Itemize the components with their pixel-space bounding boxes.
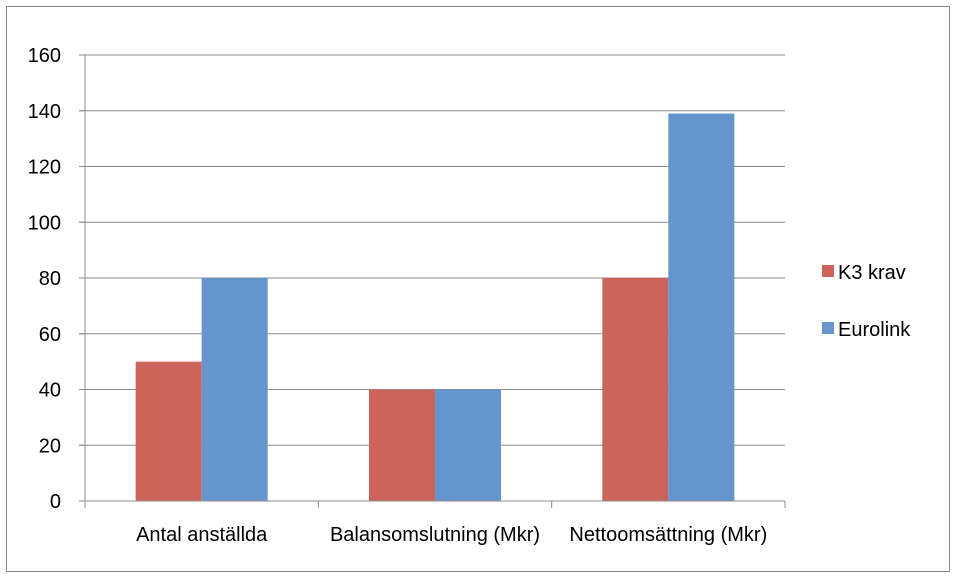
legend-swatch bbox=[822, 265, 834, 277]
bar-k3-krav bbox=[602, 278, 669, 501]
legend-swatch bbox=[822, 322, 834, 334]
category-label: Balansomslutning (Mkr) bbox=[330, 524, 540, 546]
y-tick-label: 20 bbox=[39, 435, 61, 457]
bar-eurolink bbox=[435, 389, 501, 501]
y-tick-label: 140 bbox=[28, 101, 61, 123]
bar-k3-krav bbox=[135, 361, 202, 501]
y-tick-label: 40 bbox=[39, 380, 61, 402]
legend-label: K3 krav bbox=[838, 262, 906, 284]
legend-label: Eurolink bbox=[838, 319, 911, 341]
y-tick-label: 120 bbox=[28, 157, 61, 179]
bars bbox=[135, 113, 735, 501]
legend: K3 krav Eurolink bbox=[822, 262, 911, 341]
y-tick-label: 160 bbox=[28, 45, 61, 67]
y-tick-label: 80 bbox=[39, 268, 61, 290]
axes bbox=[79, 54, 786, 508]
category-label: Nettoomsättning (Mkr) bbox=[569, 524, 767, 546]
category-labels: Antal anställda Balansomslutning (Mkr) Net… bbox=[136, 524, 767, 546]
category-label: Antal anställda bbox=[136, 524, 268, 546]
bar-eurolink bbox=[201, 278, 268, 501]
y-tick-labels: 0 20 40 60 80 100 120 140 160 bbox=[28, 45, 61, 513]
y-tick-label: 60 bbox=[39, 324, 61, 346]
y-tick-label: 100 bbox=[28, 212, 61, 234]
bar-eurolink bbox=[668, 113, 735, 501]
bar-k3-krav bbox=[369, 389, 435, 501]
y-tick-label: 0 bbox=[50, 491, 61, 513]
